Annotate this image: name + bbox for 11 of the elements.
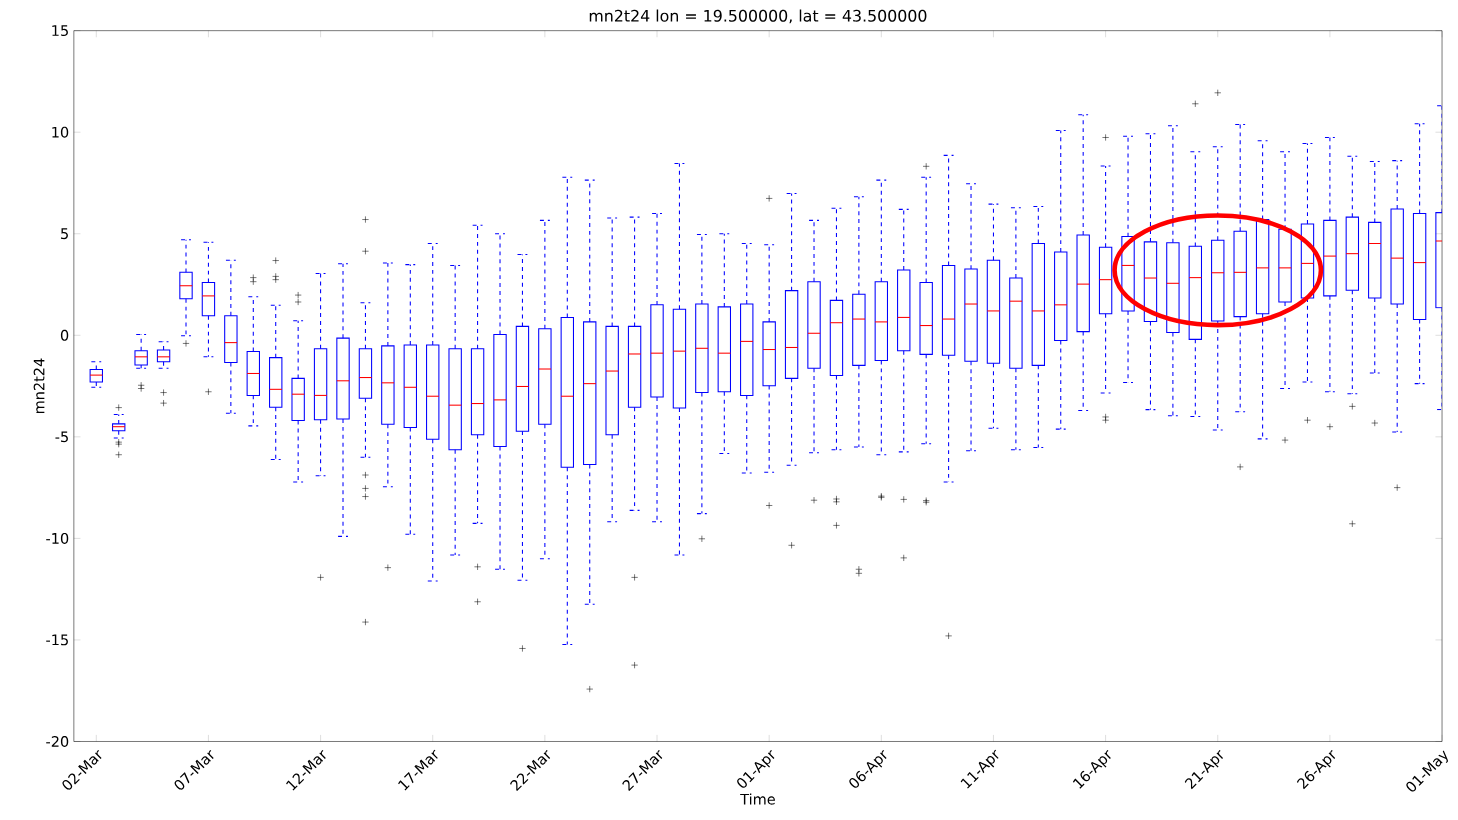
y-tick-label: -20 <box>46 736 69 747</box>
y-tick-label: 15 <box>52 25 68 37</box>
y-tick-label: 0 <box>60 329 69 341</box>
y-tick-label: 10 <box>52 126 69 138</box>
chart-title: mn2t24 lon = 19.500000, lat = 43.500000 <box>589 9 927 24</box>
y-tick-label: -10 <box>46 532 69 544</box>
y-tick-label: 5 <box>61 228 68 240</box>
y-tick-label: -5 <box>55 431 68 443</box>
y-tick-label: -15 <box>46 634 68 646</box>
y-axis-title: mn2t24 <box>33 358 45 414</box>
x-axis-title: Time <box>740 793 775 805</box>
